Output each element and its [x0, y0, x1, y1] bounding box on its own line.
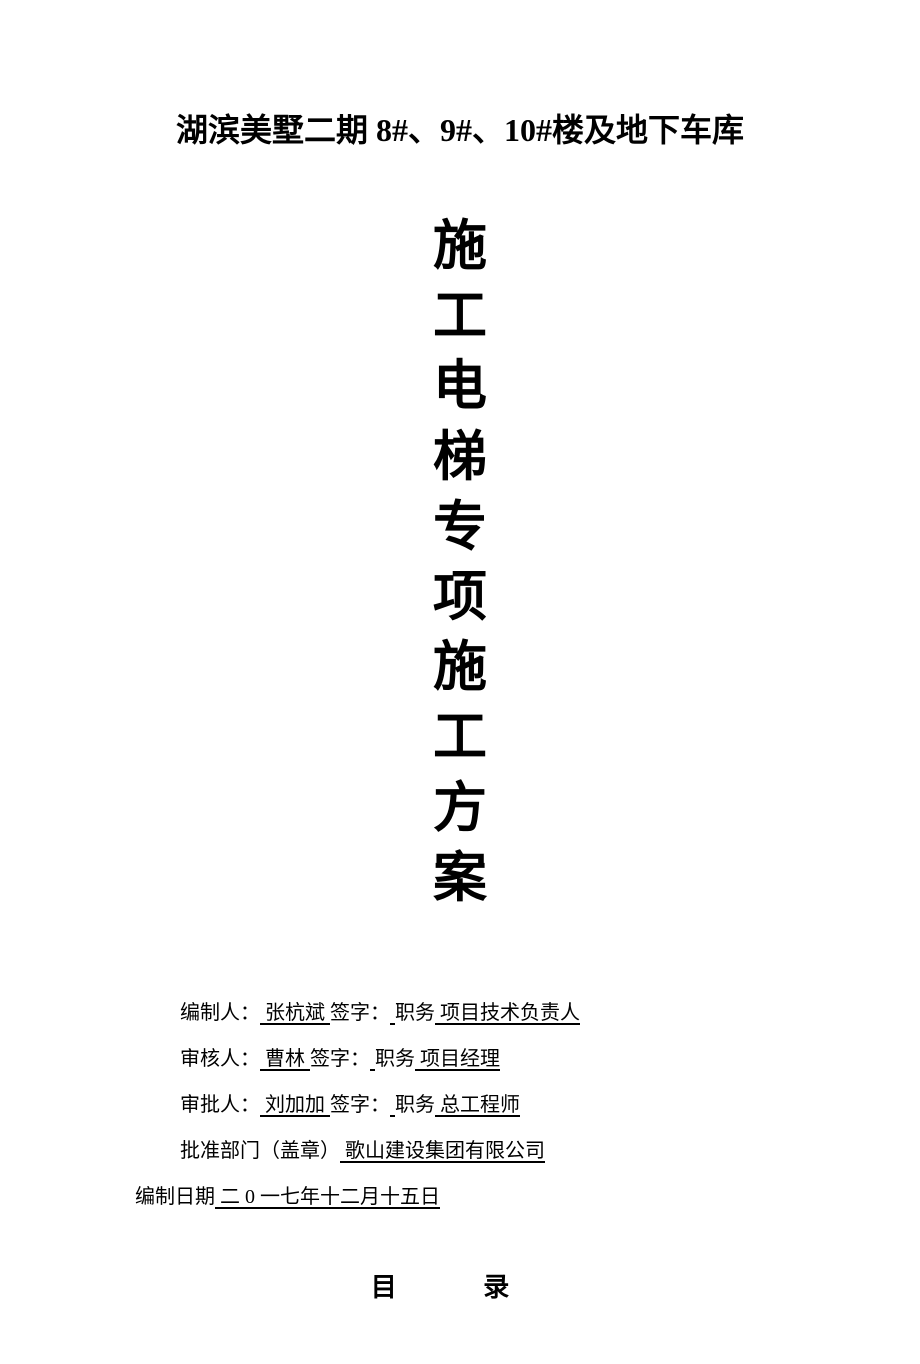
reviewer-row: 审核人： 曹林 签字： 职务 项目经理 [180, 1039, 820, 1079]
sign-label: 签字： [310, 1048, 370, 1070]
toc-title: 目 录 [100, 1267, 820, 1304]
compiler-row: 编制人： 张杭斌 签字： 职务 项目技术负责人 [180, 993, 820, 1033]
vertical-title: 施 工 电 梯 专 项 施 工 方 案 [100, 211, 820, 913]
vertical-char: 工 [433, 281, 487, 351]
compile-date-label: 编制日期 [135, 1186, 215, 1208]
vertical-char: 专 [433, 492, 487, 562]
reviewer-name: 曹林 [260, 1048, 310, 1070]
role-label: 职务 [395, 1094, 435, 1116]
vertical-char: 案 [433, 843, 487, 913]
approval-dept-row: 批准部门（盖章） 歌山建设集团有限公司 [180, 1131, 820, 1171]
compiler-name: 张杭斌 [260, 1002, 330, 1024]
header-title: 湖滨美墅二期 8#、9#、10#楼及地下车库 [100, 105, 820, 151]
compile-date-row: 编制日期 二 0 一七年十二月十五日 [135, 1177, 820, 1217]
role-label: 职务 [375, 1048, 415, 1070]
role-value: 项目技术负责人 [435, 1002, 580, 1024]
vertical-char: 工 [433, 702, 487, 772]
reviewer-label: 审核人： [180, 1048, 260, 1070]
sign-label: 签字： [330, 1094, 390, 1116]
vertical-char: 施 [433, 211, 487, 281]
approver-name: 刘加加 [260, 1094, 330, 1116]
document-page: 湖滨美墅二期 8#、9#、10#楼及地下车库 施 工 电 梯 专 项 施 工 方… [0, 0, 920, 1364]
approval-dept-label: 批准部门（盖章） [180, 1140, 340, 1162]
role-value: 总工程师 [435, 1094, 520, 1116]
vertical-char: 电 [433, 351, 487, 421]
vertical-char: 施 [433, 632, 487, 702]
role-label: 职务 [395, 1002, 435, 1024]
approval-dept-value: 歌山建设集团有限公司 [340, 1140, 545, 1162]
role-value: 项目经理 [415, 1048, 500, 1070]
vertical-char: 方 [433, 773, 487, 843]
signature-section: 编制人： 张杭斌 签字： 职务 项目技术负责人 审核人： 曹林 签字： 职务 项… [100, 993, 820, 1217]
approver-label: 审批人： [180, 1094, 260, 1116]
approver-row: 审批人： 刘加加 签字： 职务 总工程师 [180, 1085, 820, 1125]
compile-date-value: 二 0 一七年十二月十五日 [215, 1186, 440, 1208]
vertical-char: 项 [433, 562, 487, 632]
vertical-char: 梯 [433, 422, 487, 492]
compiler-label: 编制人： [180, 1002, 260, 1024]
sign-label: 签字： [330, 1002, 390, 1024]
